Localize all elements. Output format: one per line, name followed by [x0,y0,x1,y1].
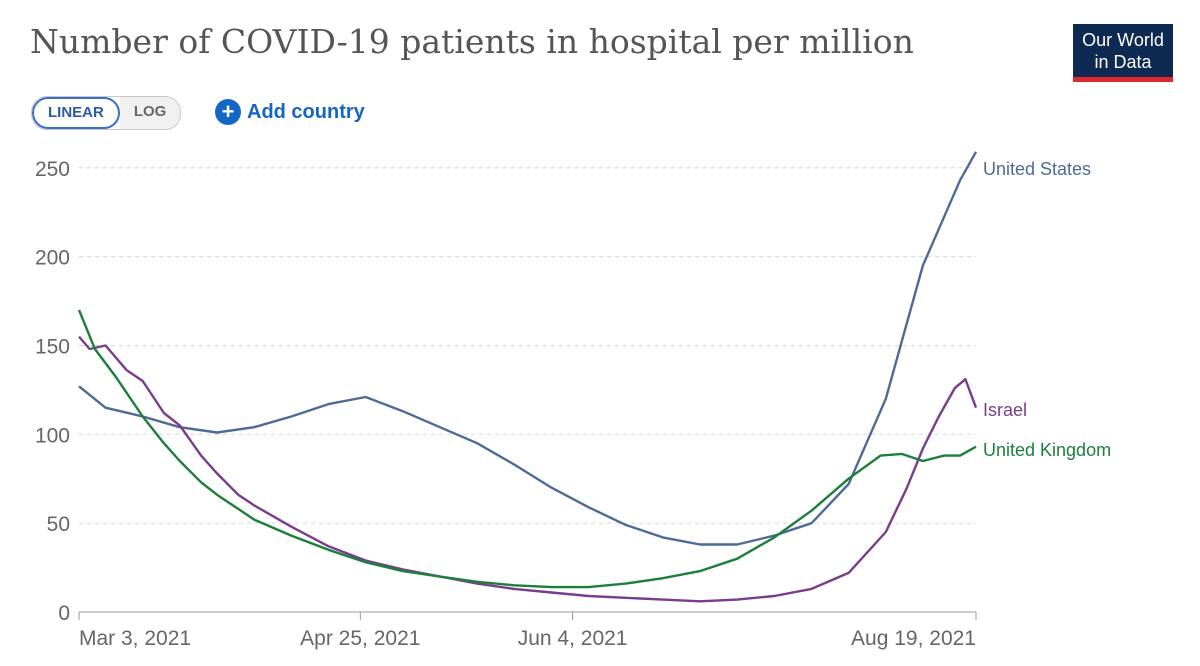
y-tick-label: 200 [35,247,70,270]
y-tick-label: 0 [58,602,70,625]
x-tick-label: Jun 4, 2021 [518,627,628,650]
y-tick-label: 100 [35,424,70,447]
y-axis-ticks: 0 50 100 150 200 250 [35,158,70,625]
linear-scale-button[interactable]: LINEAR [32,97,120,129]
chart-title: Number of COVID-19 patients in hospital … [30,22,914,61]
log-scale-button[interactable]: LOG [119,97,181,129]
y-tick-label: 150 [35,335,70,358]
series-label-united-states: United States [983,159,1091,179]
series-line-united-kingdom[interactable] [77,309,977,589]
x-tick-label: Aug 19, 2021 [851,627,976,650]
scale-toggle: LINEAR LOG [31,96,182,130]
logo-line-2: in Data [1094,52,1152,72]
add-country-label: Add country [247,100,365,123]
x-tick-label: Apr 25, 2021 [300,627,420,650]
series-line-united-states[interactable] [78,151,978,546]
series-lines [77,151,978,603]
add-country-button[interactable]: + Add country [215,99,365,125]
y-tick-label: 250 [35,158,70,181]
plus-circle-icon: + [215,99,241,125]
series-labels: United States Israel United Kingdom [983,159,1111,460]
series-line-israel[interactable] [78,335,978,603]
y-tick-label: 50 [47,513,70,536]
x-axis: Mar 3, 2021 Apr 25, 2021 Jun 4, 2021 Aug 19… [78,611,977,650]
owid-logo[interactable]: Our World in Data [1073,24,1173,82]
series-label-israel: Israel [983,400,1027,420]
logo-line-1: Our World [1082,30,1164,50]
series-label-united-kingdom: United Kingdom [983,440,1111,460]
grid-lines [79,167,976,524]
x-tick-label: Mar 3, 2021 [79,627,191,650]
